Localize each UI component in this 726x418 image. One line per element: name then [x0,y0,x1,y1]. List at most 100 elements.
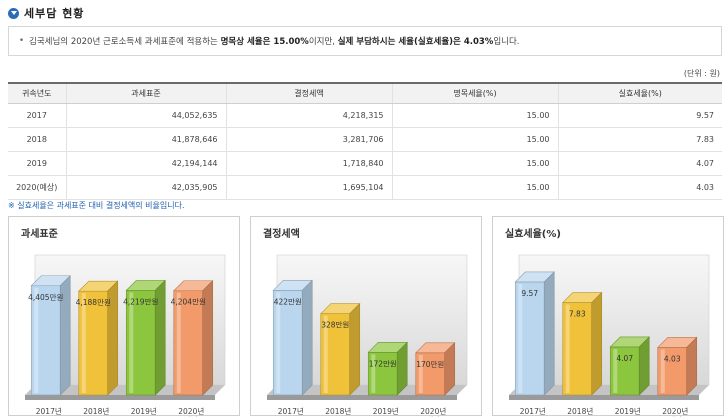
notice-box: • 김국세님의 2020년 근로소득세 과세표준에 적용하는 명목상 세율은 1… [8,26,722,56]
section-header: 세부담 현황 [8,6,84,20]
chart-tax-base: 4,405만원 2017년 4,188만원 2018년 4,219만원 2019년 4,20… [25,254,226,417]
bar-highlight [371,354,376,393]
bar-side [396,341,408,396]
table-row: 2020(예상) 42,035,905 1,695,104 15.00 4.03 [8,175,722,200]
data-label: 7.83 [569,310,586,319]
bar-side [686,336,698,396]
category-label: 2019년 [373,406,399,416]
cell-nominal-rate: 15.00 [392,175,559,200]
bar [173,280,214,396]
chart-effective-rate: 9.57 2017년 7.83 2018년 4.07 2019년 4.03 2020년(예상) [509,254,710,417]
chart-panel-tax-base: 과세표준 4,405만원 2017년 4,188만원 2018년 4,219만원 2019… [8,216,240,417]
bar-highlight [518,283,523,393]
category-label: 2018년 [325,406,351,416]
notice-text: 김국세님의 2020년 근로소득세 과세표준에 적용하는 명목상 세율은 15.… [29,37,520,47]
cell-year: 2017 [8,103,67,128]
circle-arrow-icon [8,7,19,19]
bar-highlight [323,315,328,393]
bar-highlight [129,292,134,393]
bar-side [591,291,603,396]
category-label: 2018년 [83,406,109,416]
chart-panel-effective-rate: 실효세율(%) 9.57 2017년 7.83 2018년 4.07 2019년 4.03 2… [492,216,724,417]
bar-side [59,275,71,396]
data-label: 4,219만원 [123,297,158,306]
section-title: 세부담 현황 [24,7,85,20]
category-label: 2018년 [567,406,593,416]
cell-determined-tax: 4,218,315 [226,103,393,128]
bar-highlight [565,304,570,393]
bar-highlight [276,292,281,393]
plot-floor-edge [25,395,215,400]
plot-floor-edge [509,395,699,400]
bar-highlight [34,287,39,393]
table-row: 2018 41,878,646 3,281,706 15.00 7.83 [8,127,722,152]
cell-tax-base: 44,052,635 [66,103,227,128]
bar-highlight [613,348,618,393]
cell-tax-base: 41,878,646 [66,127,227,152]
bar [657,336,698,396]
bar-highlight [418,354,423,393]
bar-side [349,302,361,396]
cell-year: 2019 [8,151,67,176]
category-label: 2019년 [131,406,157,416]
cell-effective-rate: 9.57 [558,103,722,128]
column-header: 과세표준 [66,82,227,104]
data-label: 328만원 [321,321,349,330]
cell-year: 2018 [8,127,67,152]
bar [609,336,650,396]
bar-highlight [660,349,665,393]
category-label: 2017년 [278,406,304,416]
data-label: 4.07 [616,354,633,363]
table-row: 2017 44,052,635 4,218,315 15.00 9.57 [8,103,722,128]
cell-effective-rate: 7.83 [558,127,722,152]
bar-side [154,279,166,396]
category-label: 2020년 [662,406,688,416]
bar [320,302,361,396]
category-label: 2017년 [520,406,546,416]
cell-tax-base: 42,194,144 [66,151,227,176]
data-label: 422만원 [274,297,302,306]
data-label: 4.03 [664,354,681,363]
bar [562,291,603,396]
cell-effective-rate: 4.03 [558,175,722,200]
data-label: 4,204만원 [171,298,206,307]
bar-side [638,336,650,396]
category-label: (예상) [423,415,443,417]
bar [415,342,456,396]
category-label: 2020년 [420,406,446,416]
tax-table: 귀속년도 과세표준 결정세액 명목세율(%) 실효세율(%) 2017 44,0… [8,82,722,200]
bar-side [107,280,119,396]
bar-highlight [176,292,181,393]
category-label: 2019년 [615,406,641,416]
unit-label: (단위 : 원) [683,69,720,78]
category-label: (예상) [181,415,201,417]
bar-side [444,342,456,396]
plot-floor-edge [267,395,457,400]
chart-title: 결정세액 [263,229,300,240]
bar [30,275,71,396]
bar [514,271,555,396]
chart-title: 실효세율(%) [505,229,561,240]
cell-determined-tax: 1,695,104 [226,175,393,200]
table-header-row: 귀속년도 과세표준 결정세액 명목세율(%) 실효세율(%) [8,82,722,104]
column-header: 귀속년도 [8,82,67,104]
data-label: 172만원 [369,359,397,368]
cell-determined-tax: 1,718,840 [226,151,393,176]
bar [367,341,408,396]
data-label: 170만원 [416,360,444,369]
cell-nominal-rate: 15.00 [392,151,559,176]
category-label: 2020년 [178,406,204,416]
footnote: ※ 실효세율은 과세표준 대비 결정세액의 비율입니다. [8,201,185,210]
column-header: 명목세율(%) [392,82,559,104]
table-row: 2019 42,194,144 1,718,840 15.00 4.07 [8,151,722,176]
bar [125,279,166,396]
category-label: 2017년 [36,406,62,416]
data-label: 4,405만원 [28,293,63,302]
cell-effective-rate: 4.07 [558,151,722,176]
data-label: 9.57 [521,289,538,298]
cell-determined-tax: 3,281,706 [226,127,393,152]
cell-nominal-rate: 15.00 [392,103,559,128]
bullet-icon: • [19,36,25,46]
cell-year: 2020(예상) [8,175,67,200]
column-header: 실효세율(%) [558,82,722,104]
